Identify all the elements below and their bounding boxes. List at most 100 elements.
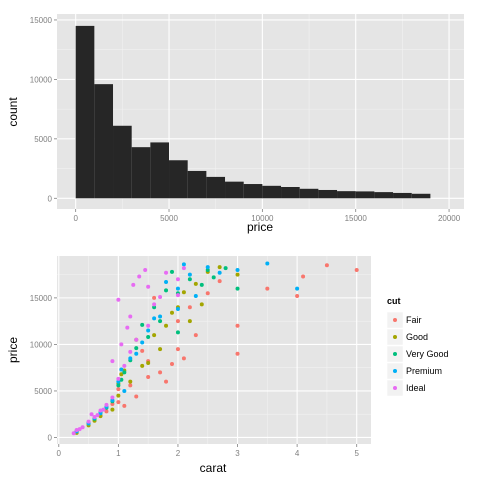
- histogram-y-axis: 0 5000 10000 15000: [30, 16, 57, 203]
- scatter-point: [158, 347, 163, 352]
- scatter-point: [101, 407, 106, 412]
- scatter-point: [175, 347, 180, 352]
- scatter-point: [223, 266, 228, 271]
- scatter-point: [140, 363, 145, 368]
- scatter-y-axis-title: price: [6, 337, 20, 363]
- scatter-x-tick-label: 1: [116, 449, 121, 458]
- scatter-point: [164, 270, 169, 275]
- scatter-point: [134, 346, 139, 351]
- histogram-x-tick-label: 0: [73, 214, 78, 223]
- scatter-point: [116, 393, 121, 398]
- scatter-point: [116, 297, 121, 302]
- legend-key-point: [393, 335, 397, 339]
- scatter-point: [158, 314, 163, 319]
- scatter-minor-grid: [57, 256, 371, 444]
- scatter-point: [181, 356, 186, 361]
- scatter-point: [122, 403, 127, 408]
- scatter-point: [110, 359, 115, 364]
- scatter-point: [134, 394, 139, 399]
- histogram-y-tick-label: 0: [48, 194, 53, 203]
- histogram-bar: [206, 176, 226, 199]
- legend-label: Premium: [406, 366, 442, 376]
- histogram-y-tick-label: 15000: [30, 16, 53, 25]
- scatter-x-tick-label: 4: [295, 449, 300, 458]
- legend-key-point: [393, 369, 397, 373]
- scatter-point: [110, 398, 115, 403]
- scatter-point: [158, 294, 163, 299]
- scatter-point: [175, 330, 180, 335]
- scatter-point: [164, 323, 169, 328]
- scatter-point: [80, 425, 85, 430]
- histogram-x-tick-label: 10000: [251, 214, 274, 223]
- scatter-point: [169, 269, 174, 274]
- scatter-y-tick-label: 5000: [34, 387, 52, 396]
- scatter-point: [324, 263, 329, 268]
- histogram-bar: [94, 84, 114, 199]
- histogram-y-tick-label: 5000: [34, 135, 52, 144]
- scatter-point: [128, 383, 133, 388]
- legend-key-point: [393, 318, 397, 322]
- histogram-y-tick-label: 10000: [30, 75, 53, 84]
- scatter-y-tick-label: 15000: [30, 294, 53, 303]
- legend-label: Ideal: [406, 383, 426, 393]
- scatter-point: [187, 277, 192, 282]
- scatter-point: [128, 356, 133, 361]
- histogram-chart: 0 5000 10000 15000 20000 0 5000 10000 15000 pri…: [6, 14, 464, 234]
- scatter-point: [122, 370, 127, 375]
- scatter-point: [116, 383, 121, 388]
- histogram-bar: [187, 170, 207, 199]
- histogram-bar: [225, 181, 244, 199]
- scatter-chart: 0 1 2 3 4 5 0 5000 10000 15000 carat price cut F…: [6, 256, 449, 475]
- histogram-x-axis: 0 5000 10000 15000 20000: [73, 209, 461, 223]
- scatter-point: [217, 270, 222, 275]
- scatter-point: [122, 363, 127, 368]
- scatter-point: [128, 349, 133, 354]
- scatter-point: [217, 279, 222, 284]
- histogram-bar: [318, 189, 338, 199]
- histogram-bar: [374, 192, 394, 199]
- scatter-point: [86, 419, 91, 424]
- scatter-panel: [57, 256, 371, 444]
- scatter-point: [110, 395, 115, 400]
- scatter-point: [205, 265, 210, 270]
- scatter-points: [71, 261, 359, 436]
- scatter-point: [169, 310, 174, 315]
- scatter-y-axis: 0 5000 10000 15000: [30, 294, 57, 442]
- scatter-point: [265, 286, 270, 291]
- scatter-point: [235, 323, 240, 328]
- scatter-point: [301, 274, 306, 279]
- histogram-y-axis-title: count: [6, 97, 20, 127]
- scatter-point: [140, 340, 145, 345]
- histogram-bar: [281, 187, 300, 199]
- scatter-point: [146, 323, 151, 328]
- scatter-point: [175, 307, 180, 312]
- scatter-point: [119, 367, 124, 372]
- legend-label: Fair: [406, 315, 422, 325]
- histogram-bar: [411, 193, 431, 199]
- histogram-bar: [131, 147, 151, 199]
- scatter-point: [128, 379, 133, 384]
- scatter-point: [152, 302, 157, 307]
- scatter-point: [295, 286, 300, 291]
- scatter-y-tick-label: 10000: [30, 340, 53, 349]
- legend-label: Good: [406, 332, 428, 342]
- histogram-bar: [150, 142, 170, 199]
- histogram-bars: [75, 25, 431, 199]
- scatter-point: [134, 351, 139, 356]
- scatter-point: [175, 293, 180, 298]
- legend-title: cut: [387, 296, 401, 306]
- histogram-bar: [75, 25, 95, 199]
- scatter-point: [146, 284, 151, 289]
- scatter-x-tick-label: 2: [176, 449, 181, 458]
- legend-keys: Fair Good Very Good Premium Ideal: [386, 311, 449, 397]
- scatter-point: [181, 290, 186, 295]
- scatter-point: [235, 272, 240, 277]
- scatter-point: [164, 288, 169, 293]
- scatter-point: [146, 334, 151, 339]
- scatter-x-axis-title: carat: [200, 461, 227, 475]
- scatter-point: [354, 267, 359, 272]
- histogram-minor-grid: [57, 14, 464, 209]
- scatter-point: [128, 314, 133, 319]
- scatter-point: [193, 294, 198, 299]
- scatter-x-axis: 0 1 2 3 4 5: [57, 444, 359, 458]
